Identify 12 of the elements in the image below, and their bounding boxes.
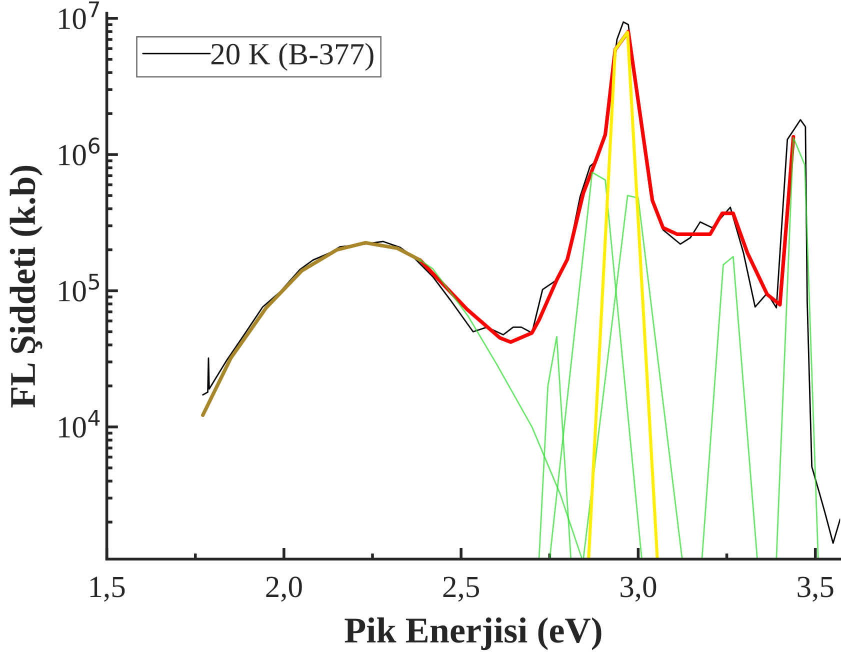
x-tick-label: 2,5 (443, 576, 479, 602)
x-tick-label: 3,0 (620, 576, 656, 602)
x-axis-title: Pik Enerjisi (eV) (344, 617, 602, 650)
x-tick-label: 2,0 (266, 576, 302, 602)
x-tick-label: 3,5 (798, 576, 834, 602)
y-tick-label: 10$^{5}$ (59, 274, 100, 302)
x-tick-label: 1,5 (90, 576, 125, 602)
y-axis-title: FL Şiddeti (k.b) (10, 166, 43, 408)
legend-label: 20 K (B-377) (211, 43, 374, 71)
y-tick-label: 10$^{6}$ (59, 138, 100, 166)
y-tick-label: 10$^{7}$ (59, 2, 100, 30)
y-tick-label: 10$^{4}$ (59, 410, 100, 438)
